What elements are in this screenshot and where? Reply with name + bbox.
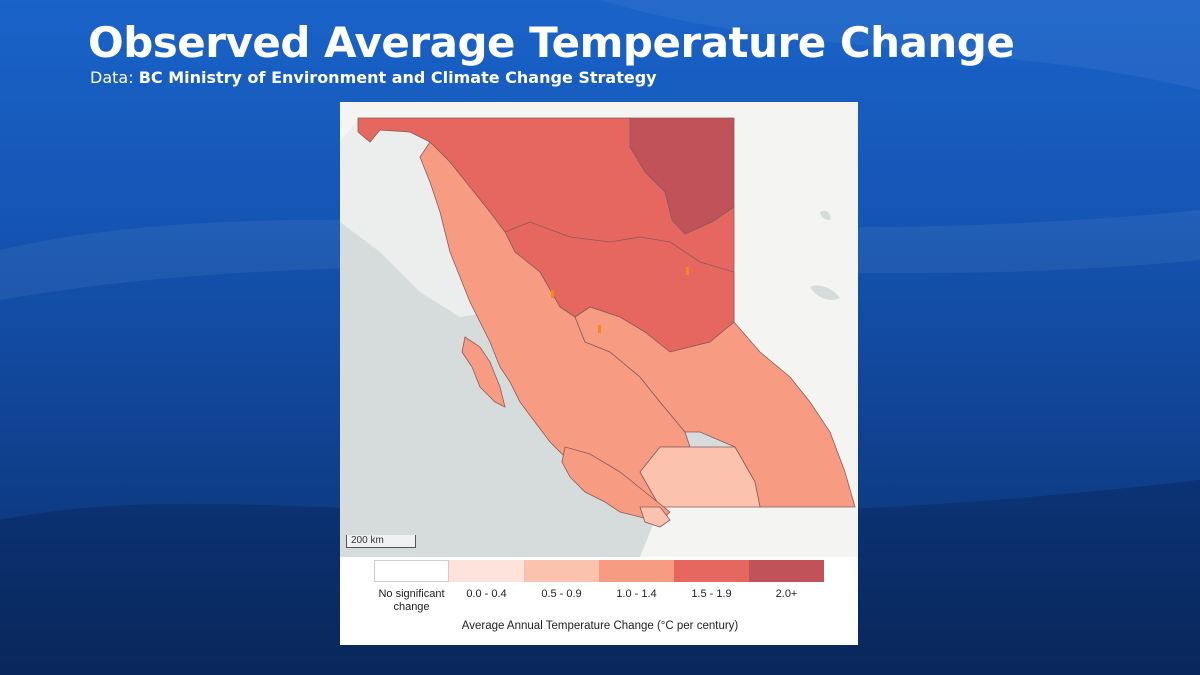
legend-label: 0.0 - 0.4 [466,588,507,600]
map-panel: 200 km No significant change 0.0 - 0.4 0… [340,102,858,645]
legend-label: 2.0+ [775,588,798,600]
neighbor-land-north [340,102,858,142]
page-subtitle: Data: BC Ministry of Environment and Cli… [90,68,657,87]
subtitle-prefix: Data: [90,68,134,87]
station-marker [686,267,689,275]
legend-swatch [524,560,599,582]
legend-labels: No significant change 0.0 - 0.4 0.5 - 0.… [374,588,826,614]
region-vancouver-island [561,446,671,523]
legend: No significant change 0.0 - 0.4 0.5 - 0.… [374,560,826,632]
legend-swatch [749,560,824,582]
station-marker [551,290,554,298]
station-marker [598,325,601,333]
region-okanagan [639,446,761,508]
legend-label: 0.5 - 0.9 [541,588,582,600]
legend-label: No significant change [378,588,445,613]
page-title: Observed Average Temperature Change [88,18,1015,67]
region-haida-gwaii [461,336,506,408]
region-victoria [639,506,671,528]
region-south-interior [574,306,856,508]
legend-label: 1.0 - 1.4 [616,588,657,600]
legend-title: Average Annual Temperature Change (°C pe… [461,620,739,632]
legend-swatch [674,560,749,582]
legend-label: 1.5 - 1.9 [691,588,732,600]
legend-swatches [374,560,826,582]
legend-swatch [449,560,524,582]
legend-swatch [374,560,449,582]
legend-swatch [599,560,674,582]
scale-bar: 200 km [346,535,416,548]
bc-temperature-map[interactable] [340,102,858,557]
lake [820,210,831,220]
subtitle-source: BC Ministry of Environment and Climate C… [138,68,657,87]
lake [810,285,840,300]
